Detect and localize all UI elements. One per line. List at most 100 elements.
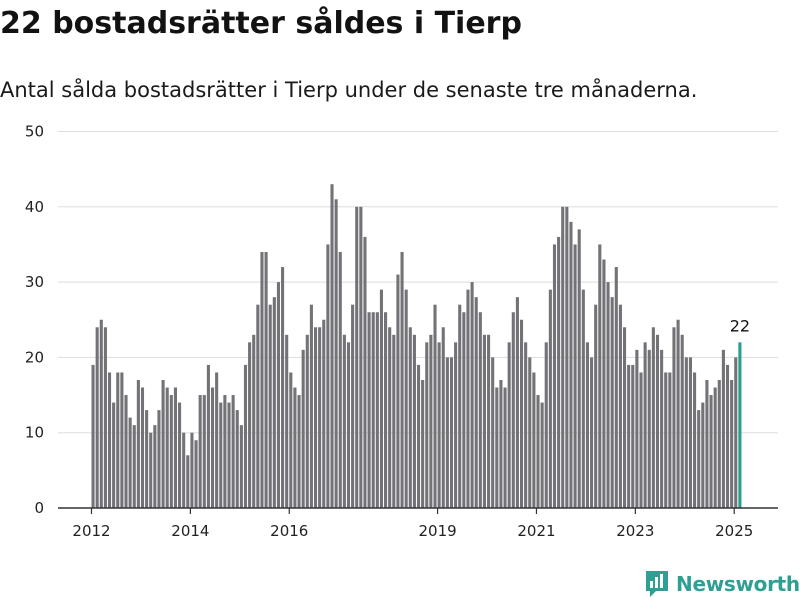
bar	[260, 251, 264, 509]
x-tick-label: 2023	[616, 522, 654, 540]
bar	[454, 342, 458, 508]
bar	[602, 259, 606, 508]
y-tick-label: 50	[25, 123, 44, 141]
bar	[313, 327, 318, 508]
bar	[495, 387, 499, 508]
bar-chart: 0 10 20 30 40 50 2012 2014 2016 2019 2021 2023 2025…	[25, 123, 778, 540]
x-axis-ticks	[90, 508, 735, 514]
bar	[466, 289, 470, 508]
bar	[437, 342, 441, 508]
bar	[491, 357, 495, 508]
bar	[301, 349, 305, 508]
bar	[318, 327, 322, 508]
bar	[573, 244, 577, 508]
bar	[569, 221, 573, 509]
bar	[622, 327, 627, 508]
bar	[264, 251, 268, 509]
bar	[705, 379, 709, 508]
bar	[309, 304, 313, 508]
bar	[664, 372, 668, 508]
bar	[272, 297, 276, 508]
bar	[169, 395, 173, 508]
bar	[235, 410, 239, 508]
bar	[668, 372, 672, 508]
bar	[672, 327, 676, 508]
bar	[627, 364, 631, 508]
bar	[548, 289, 552, 508]
bar	[478, 312, 482, 508]
bar	[149, 432, 153, 508]
bar	[281, 267, 285, 508]
bar	[107, 372, 112, 508]
brand-name: Newsworthy	[676, 572, 800, 596]
bar	[540, 402, 544, 508]
bar	[655, 334, 660, 508]
bar	[182, 432, 186, 508]
bar	[618, 304, 622, 508]
bar	[112, 402, 116, 508]
bar	[132, 425, 136, 508]
bar	[227, 402, 231, 508]
bar	[635, 349, 639, 508]
bar	[515, 297, 519, 508]
bar	[367, 312, 371, 508]
x-tick-label: 2021	[517, 522, 555, 540]
bar	[552, 244, 557, 508]
bar	[239, 425, 243, 508]
bar	[363, 236, 367, 509]
bar	[153, 425, 157, 508]
bar	[412, 334, 416, 508]
bar	[297, 395, 301, 508]
bar	[725, 364, 730, 508]
bar	[585, 342, 589, 508]
bar	[408, 327, 412, 508]
bar-chart-logo-icon	[646, 571, 668, 597]
bar	[404, 289, 408, 508]
bar	[487, 334, 491, 508]
bar	[252, 334, 256, 508]
bar	[285, 334, 289, 508]
bar	[445, 357, 449, 508]
chart-subtitle: Antal sålda bostadsrätter i Tierp under …	[0, 78, 698, 102]
bar	[528, 357, 532, 508]
bar	[614, 267, 618, 508]
bar	[565, 206, 569, 509]
bar	[293, 387, 297, 508]
bar	[590, 357, 594, 508]
y-axis-labels: 0 10 20 30 40 50	[25, 123, 44, 518]
bar	[532, 372, 536, 508]
bar	[680, 334, 684, 508]
bar	[231, 395, 235, 508]
bar	[388, 327, 392, 508]
bar	[503, 387, 507, 508]
bar	[717, 379, 721, 508]
bar	[581, 289, 585, 508]
bar	[91, 364, 95, 508]
bar	[215, 372, 219, 508]
bar	[334, 199, 338, 508]
bar	[429, 334, 433, 508]
bar	[557, 236, 561, 509]
bar	[499, 379, 503, 508]
x-tick-label: 2012	[72, 522, 110, 540]
bar	[693, 372, 697, 508]
bar	[684, 357, 688, 508]
bar	[190, 432, 194, 508]
bar	[326, 244, 330, 508]
bar	[441, 327, 445, 508]
bar	[474, 297, 478, 508]
x-tick-label: 2014	[171, 522, 209, 540]
bar	[161, 379, 165, 508]
bar	[116, 372, 120, 508]
bar	[416, 364, 421, 508]
x-tick-label: 2019	[418, 522, 456, 540]
bar	[268, 304, 272, 508]
bar	[713, 387, 717, 508]
bar	[322, 319, 326, 508]
bar	[256, 304, 260, 508]
bar	[359, 206, 363, 509]
bar	[709, 395, 713, 508]
y-tick-label: 30	[25, 273, 44, 291]
bar	[511, 312, 515, 508]
bar	[536, 395, 540, 508]
